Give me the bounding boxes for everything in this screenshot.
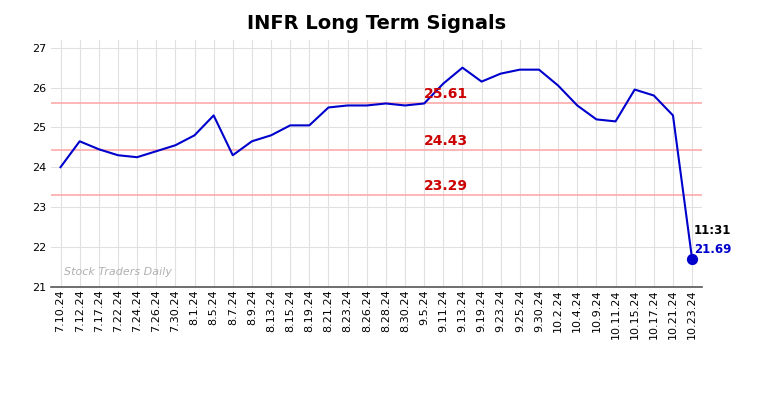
Text: 11:31: 11:31: [694, 224, 731, 237]
Text: 21.69: 21.69: [694, 243, 731, 256]
Title: INFR Long Term Signals: INFR Long Term Signals: [247, 14, 506, 33]
Text: 23.29: 23.29: [424, 179, 468, 193]
Text: 25.61: 25.61: [424, 87, 468, 101]
Point: [686, 256, 699, 262]
Text: Stock Traders Daily: Stock Traders Daily: [64, 267, 172, 277]
Text: 24.43: 24.43: [424, 134, 468, 148]
